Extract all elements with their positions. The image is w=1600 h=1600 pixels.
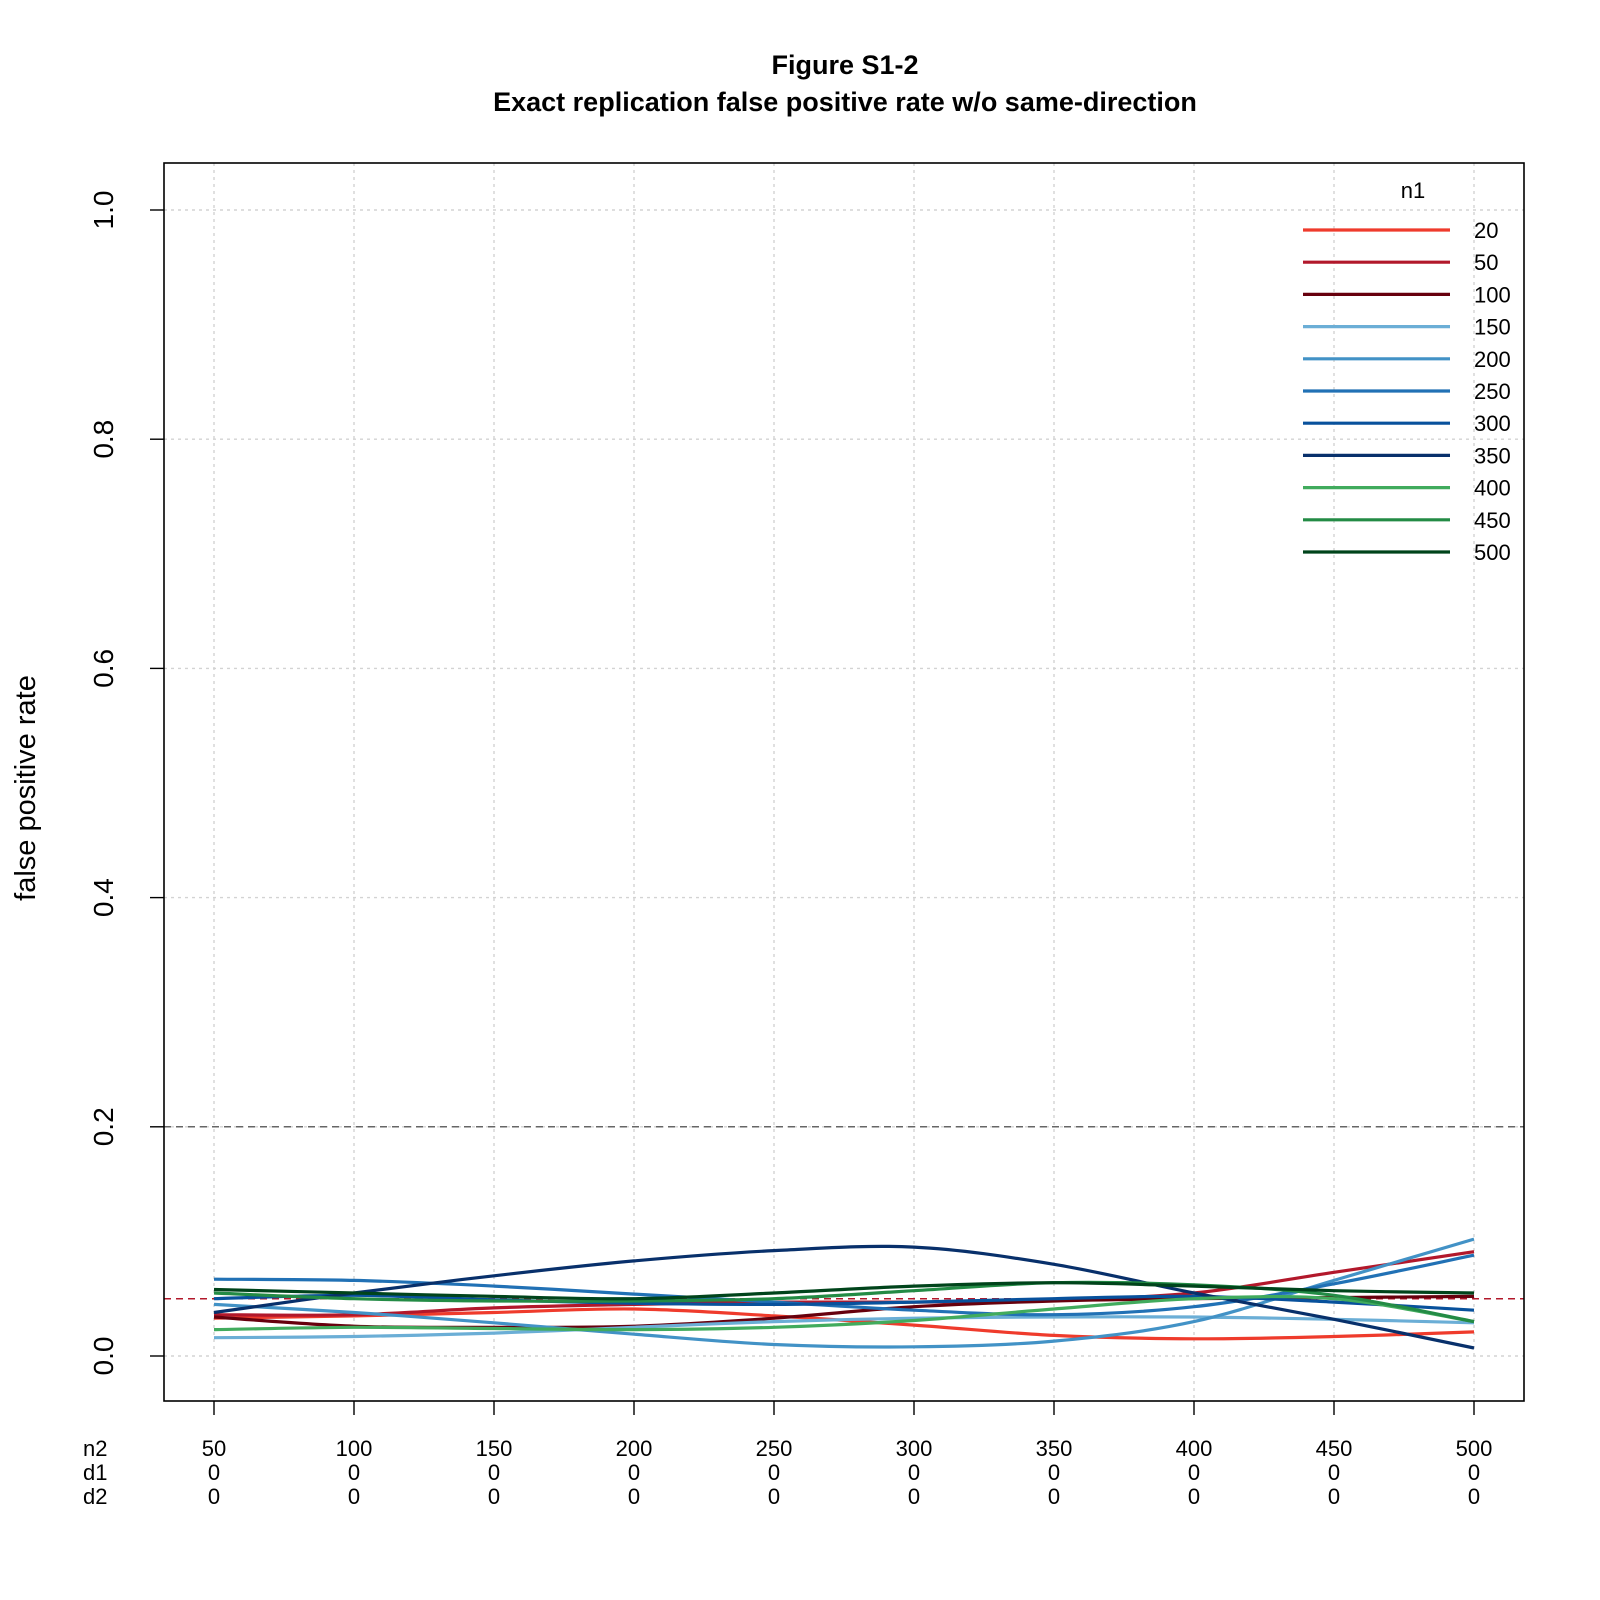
legend-label-n1-250: 250 <box>1474 379 1511 404</box>
x-row-label-d2: d2 <box>83 1484 107 1509</box>
x-tick-label-n2: 350 <box>1036 1436 1073 1461</box>
y-tick-label: 0.2 <box>88 1107 119 1146</box>
x-tick-label-n2: 50 <box>202 1436 226 1461</box>
x-tick-label-n2: 250 <box>756 1436 793 1461</box>
x-tick-label-d2: 0 <box>1468 1484 1480 1509</box>
legend: n1 20 50 100 150 200 250 300 350 400 450 500 <box>1303 178 1511 565</box>
legend-label-n1-300: 300 <box>1474 411 1511 436</box>
x-tick-label-n2: 150 <box>476 1436 513 1461</box>
legend-title: n1 <box>1401 178 1425 203</box>
x-tick-label-d1: 0 <box>908 1460 920 1485</box>
x-row-label-n2: n2 <box>83 1436 107 1461</box>
x-tick-label-d1: 0 <box>768 1460 780 1485</box>
x-tick-label-n2: 200 <box>616 1436 653 1461</box>
legend-label-n1-150: 150 <box>1474 315 1511 340</box>
legend-label-n1-400: 400 <box>1474 476 1511 501</box>
legend-label-n1-20: 20 <box>1474 218 1498 243</box>
x-tick-label-d1: 0 <box>1188 1460 1200 1485</box>
x-tick-label-n2: 100 <box>336 1436 373 1461</box>
x-tick-label-d1: 0 <box>348 1460 360 1485</box>
x-tick-label-d1: 0 <box>1048 1460 1060 1485</box>
x-tick-label-d2: 0 <box>908 1484 920 1509</box>
x-tick-label-n2: 300 <box>896 1436 933 1461</box>
y-tick-label: 0.0 <box>88 1337 119 1376</box>
series-lines <box>213 1237 1475 1350</box>
x-row-label-d1: d1 <box>83 1460 107 1485</box>
plot-frame <box>163 162 1525 1402</box>
x-tick-label-d1: 0 <box>488 1460 500 1485</box>
series-line-n1-400 <box>213 1294 1475 1332</box>
x-tick-label-d1: 0 <box>208 1460 220 1485</box>
y-axis: 0.0 0.2 0.4 0.6 0.8 1.0 <box>88 191 164 1376</box>
x-tick-label-n2: 400 <box>1176 1436 1213 1461</box>
y-tick-label: 0.4 <box>88 878 119 917</box>
legend-label-n1-200: 200 <box>1474 347 1511 372</box>
legend-label-n1-50: 50 <box>1474 250 1498 275</box>
x-tick-label-d2: 0 <box>1048 1484 1060 1509</box>
legend-label-n1-450: 450 <box>1474 508 1511 533</box>
y-axis-label: false positive rate <box>10 675 42 901</box>
x-tick-label-d1: 0 <box>628 1460 640 1485</box>
x-tick-label-n2: 450 <box>1316 1436 1353 1461</box>
x-tick-label-d2: 0 <box>628 1484 640 1509</box>
series-line-n1-350 <box>213 1244 1475 1350</box>
grid <box>164 163 1524 1401</box>
series-line-n1-300 <box>213 1293 1475 1312</box>
legend-label-n1-350: 350 <box>1474 443 1511 468</box>
x-tick-label-d2: 0 <box>488 1484 500 1509</box>
x-tick-label-n2: 500 <box>1456 1436 1493 1461</box>
x-tick-label-d2: 0 <box>768 1484 780 1509</box>
series-line-n1-250 <box>213 1253 1475 1317</box>
y-tick-label: 1.0 <box>88 191 119 230</box>
y-tick-label: 0.8 <box>88 420 119 459</box>
chart-subtitle: Exact replication false positive rate w/… <box>493 87 1197 117</box>
x-tick-label-d2: 0 <box>348 1484 360 1509</box>
series-line-n1-150 <box>213 1315 1475 1340</box>
series-line-n1-500 <box>213 1281 1475 1301</box>
x-tick-label-d2: 0 <box>1188 1484 1200 1509</box>
chart-title: Figure S1-2 <box>771 50 918 80</box>
legend-label-n1-100: 100 <box>1474 282 1511 307</box>
legend-label-n1-500: 500 <box>1474 540 1511 565</box>
x-tick-label-d1: 0 <box>1328 1460 1340 1485</box>
x-tick-label-d2: 0 <box>208 1484 220 1509</box>
x-tick-label-d2: 0 <box>1328 1484 1340 1509</box>
x-tick-label-d1: 0 <box>1468 1460 1480 1485</box>
y-tick-label: 0.6 <box>88 649 119 688</box>
